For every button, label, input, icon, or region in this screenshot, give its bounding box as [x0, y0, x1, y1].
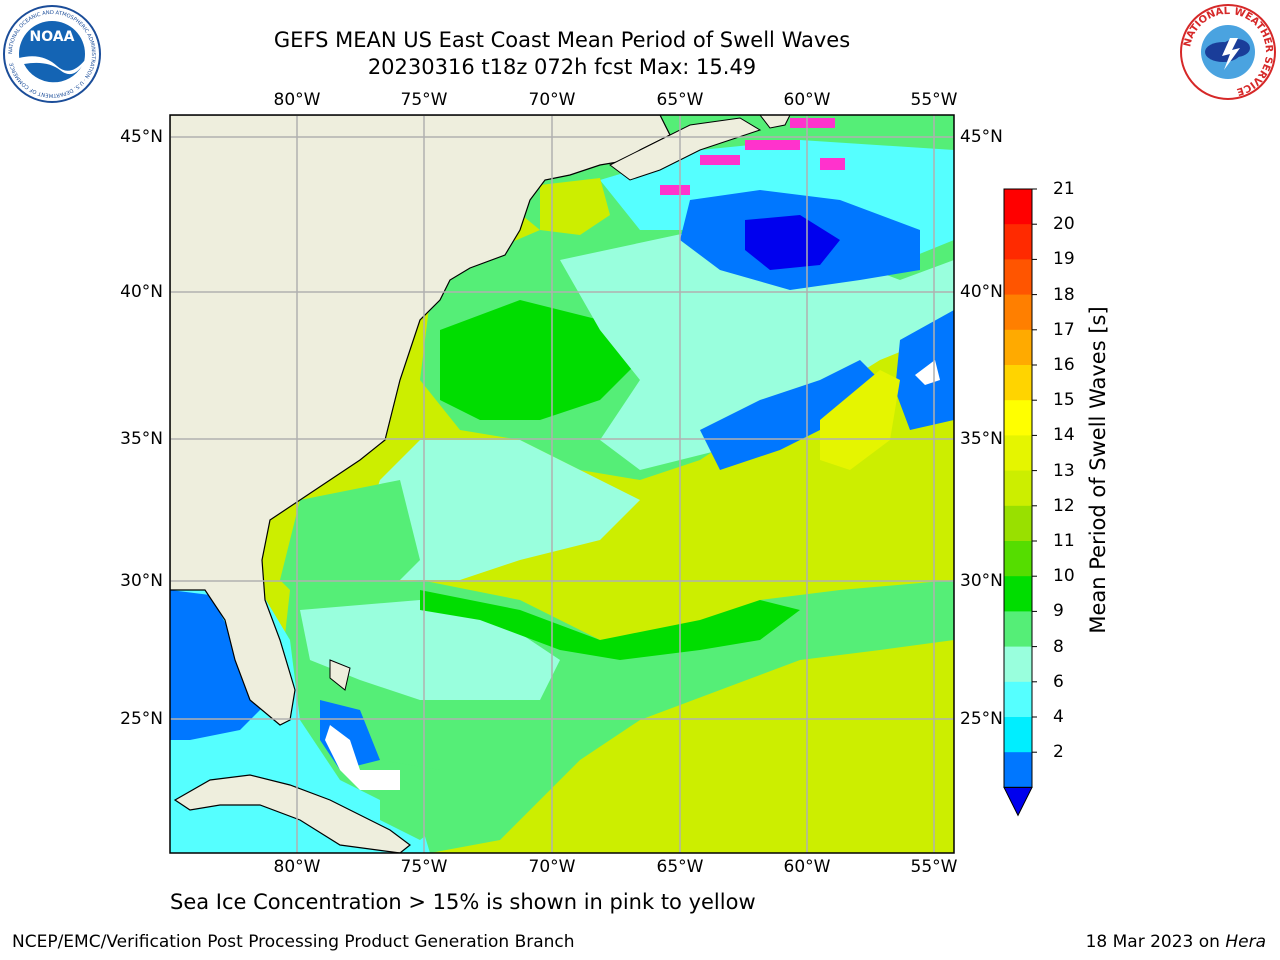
- graticule: [170, 115, 954, 853]
- lon-label-bottom-75w: 75°W: [400, 857, 448, 877]
- colorbar-segment: [1004, 505, 1032, 542]
- field-region-yellow-east: [820, 370, 900, 470]
- colorbar-tick-label: 2: [1053, 742, 1064, 763]
- footer-machine: Hera: [1225, 932, 1266, 952]
- field-region-blue-mid: [700, 360, 880, 470]
- noaa-logo: NATIONAL OCEANIC AND ATMOSPHERIC ADMINIS…: [3, 5, 101, 103]
- colorbar-tick-label: 10: [1053, 566, 1075, 587]
- colorbar-tick-label: 13: [1053, 460, 1075, 481]
- field-region-coast-yellow-north: [540, 178, 610, 235]
- colorbar-tick-label: 12: [1053, 495, 1075, 516]
- land-bahamas: [329, 659, 351, 691]
- field-region-cyan-north: [560, 230, 954, 470]
- colorbar-segment: [1004, 611, 1032, 648]
- lat-label-left-45n: 45°N: [120, 127, 163, 147]
- lon-label-top-80w: 80°W: [273, 90, 321, 110]
- colorbar-tick-label: 11: [1053, 531, 1075, 551]
- colorbar: [1003, 188, 1037, 817]
- colorbar-segment: [1004, 576, 1032, 612]
- lat-label-left-30n: 30°N: [120, 571, 163, 591]
- lat-label-right-25n: 25°N: [960, 709, 1003, 729]
- colorbar-tick-label: 17: [1053, 319, 1075, 340]
- lat-label-left-40n: 40°N: [120, 282, 163, 302]
- colorbar-tick-label: 9: [1053, 601, 1064, 622]
- lon-label-bottom-65w: 65°W: [656, 857, 704, 877]
- colorbar-tick-label: 15: [1053, 390, 1075, 411]
- lat-label-right-30n: 30°N: [960, 571, 1003, 591]
- lat-label-left-25n: 25°N: [120, 709, 163, 729]
- colorbar-tick-label: 16: [1053, 355, 1075, 375]
- colorbar-tick-label: 18: [1053, 284, 1075, 305]
- colorbar-segment: [1004, 681, 1032, 718]
- colorbar-segment: [1004, 224, 1032, 260]
- lon-label-bottom-55w: 55°W: [910, 857, 958, 877]
- map-forecast-info: 20230316 t18z 072h fcst Max: 15.49: [367, 55, 757, 79]
- field-region-gulf-blue: [170, 590, 270, 740]
- map-frame: [169, 114, 955, 854]
- colorbar-tick-label: 21: [1053, 179, 1075, 199]
- colorbar-extend-arrow: [1003, 786, 1033, 817]
- colorbar-tick-label: 6: [1053, 671, 1064, 692]
- field-region-green-band: [440, 300, 640, 420]
- lon-label-top-55w: 55°W: [910, 90, 958, 110]
- lon-label-top-60w: 60°W: [783, 90, 831, 110]
- nws-logo: NATIONAL WEATHER SERVICE: [1180, 4, 1276, 100]
- lon-label-top-70w: 70°W: [528, 90, 576, 110]
- colorbar-segment: [1004, 329, 1032, 366]
- noaa-logo-text: NOAA: [30, 29, 75, 45]
- colorbar-tick-label: 20: [1053, 214, 1075, 235]
- colorbar-segment: [1004, 365, 1032, 401]
- colorbar-segment: [1004, 541, 1032, 577]
- colorbar-title: Mean Period of Swell Waves [s]: [1086, 306, 1110, 634]
- land-cuba: [173, 774, 411, 853]
- lat-label-right-45n: 45°N: [960, 127, 1003, 147]
- colorbar-segment: [1004, 752, 1032, 788]
- lat-label-right-35n: 35°N: [960, 429, 1003, 449]
- land-nova-scotia: [609, 117, 762, 181]
- land-north-america: [170, 115, 671, 726]
- footer-credit: NCEP/EMC/Verification Post Processing Pr…: [12, 932, 575, 952]
- lon-label-top-75w: 75°W: [400, 90, 448, 110]
- colorbar-segment: [1004, 646, 1032, 683]
- lat-label-right-40n: 40°N: [960, 282, 1003, 302]
- land-newfoundland: [759, 115, 791, 129]
- colorbar-tick-label: 8: [1053, 636, 1064, 657]
- lon-label-bottom-60w: 60°W: [783, 857, 831, 877]
- sea-ice-note: Sea Ice Concentration > 15% is shown in …: [170, 890, 756, 914]
- colorbar-segment: [1004, 259, 1032, 296]
- map-field-layer: [170, 115, 954, 853]
- colorbar-segment: [1004, 470, 1032, 507]
- footer-date: 18 Mar 2023 on Hera: [1086, 932, 1266, 952]
- sea-ice-cells: [660, 118, 845, 195]
- colorbar-segment: [1004, 189, 1032, 225]
- field-region-cyan-central: [360, 440, 640, 580]
- field-region-deepblue: [745, 215, 840, 270]
- colorbar-segment: [1004, 717, 1032, 753]
- mask-bahamas: [325, 725, 400, 790]
- colorbar-segment: [1004, 400, 1032, 436]
- colorbar-segment: [1004, 294, 1032, 331]
- colorbar-outline: [1003, 188, 1033, 788]
- colorbar-tick-label: 19: [1053, 249, 1075, 270]
- colorbar-tick-label: 4: [1053, 707, 1064, 727]
- lat-label-left-35n: 35°N: [120, 429, 163, 449]
- field-region-green-band-south: [420, 590, 800, 660]
- lon-label-bottom-80w: 80°W: [273, 857, 321, 877]
- lon-label-bottom-70w: 70°W: [528, 857, 576, 877]
- colorbar-tick-label: 14: [1053, 425, 1075, 446]
- map-title: GEFS MEAN US East Coast Mean Period of S…: [273, 28, 851, 52]
- lon-label-top-65w: 65°W: [656, 90, 704, 110]
- footer-date-text: 18 Mar 2023 on: [1085, 932, 1220, 952]
- colorbar-segment: [1004, 435, 1032, 472]
